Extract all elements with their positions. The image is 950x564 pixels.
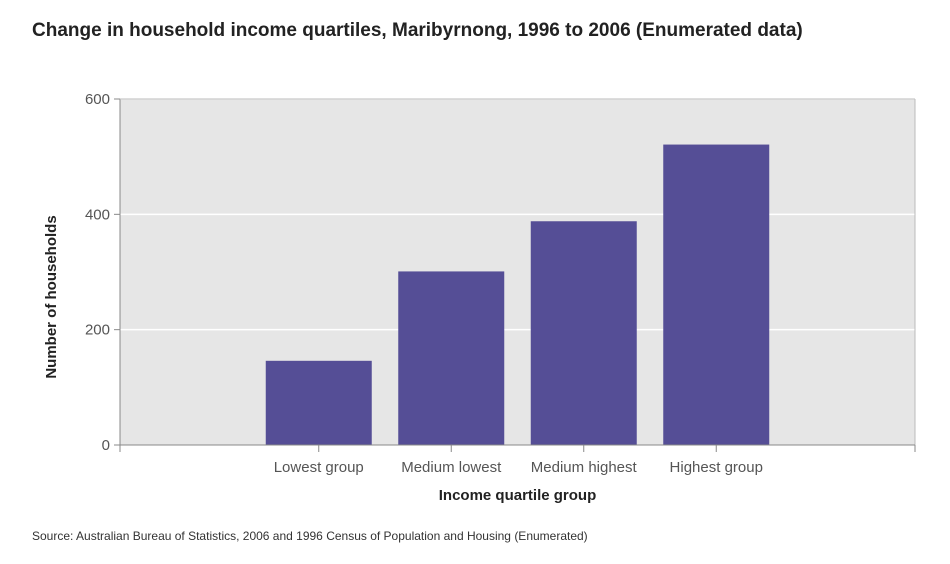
y-tick-label: 200: [85, 322, 110, 339]
y-tick-label: 600: [85, 91, 110, 108]
x-tick-label: Medium highest: [531, 459, 638, 476]
y-tick-label: 400: [85, 206, 110, 223]
x-tick-label: Medium lowest: [401, 459, 502, 476]
source-note: Source: Australian Bureau of Statistics,…: [32, 529, 588, 543]
y-tick-label: 0: [102, 437, 110, 454]
bars: [265, 144, 770, 445]
axes: [114, 98, 916, 452]
bar: [530, 221, 637, 445]
bar: [265, 360, 372, 445]
x-tick-label: Highest group: [670, 459, 763, 476]
plot-area: [120, 99, 915, 445]
tick-labels: 0 200 400 600 Lowest group Medium lowest Mediu…: [85, 91, 763, 476]
y-axis-title: Number of households: [43, 215, 60, 378]
x-axis-title: Income quartile group: [439, 487, 597, 504]
bar: [398, 271, 505, 445]
chart-title: Change in household income quartiles, Ma…: [32, 20, 803, 41]
x-tick-label: Lowest group: [274, 459, 364, 476]
bar: [663, 144, 770, 445]
